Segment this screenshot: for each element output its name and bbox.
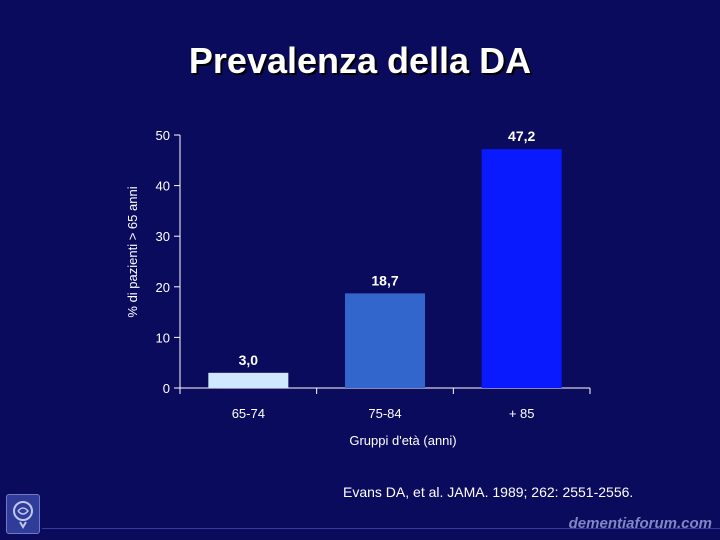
data-label: 3,0: [239, 352, 259, 368]
data-label: 47,2: [508, 128, 535, 144]
y-tick-label: 20: [156, 280, 170, 295]
bar-85: [481, 149, 562, 388]
x-tick-label: 75-84: [368, 406, 401, 421]
brain-logo-icon: [6, 494, 40, 534]
x-axis-title: Gruppi d'età (anni): [349, 433, 456, 448]
bar-7584: [345, 293, 425, 388]
brand-name: dementiaforum.com: [568, 515, 712, 532]
x-tick-label: + 85: [509, 406, 535, 421]
y-tick-label: 40: [156, 179, 170, 194]
data-label: 18,7: [371, 272, 398, 288]
y-tick-label: 10: [156, 330, 170, 345]
slide-title: Prevalenza della DA: [188, 40, 532, 81]
x-tick-label: 65-74: [232, 406, 265, 421]
footer-divider: [42, 528, 720, 529]
y-tick-label: 30: [156, 229, 170, 244]
y-axis-title: % di pazienti > 65 anni: [125, 186, 140, 317]
y-tick-label: 0: [163, 381, 170, 396]
citation: Evans DA, et al. JAMA. 1989; 262: 2551-2…: [343, 484, 634, 500]
y-tick-label: 50: [156, 128, 170, 143]
bar-6574: [208, 372, 289, 388]
